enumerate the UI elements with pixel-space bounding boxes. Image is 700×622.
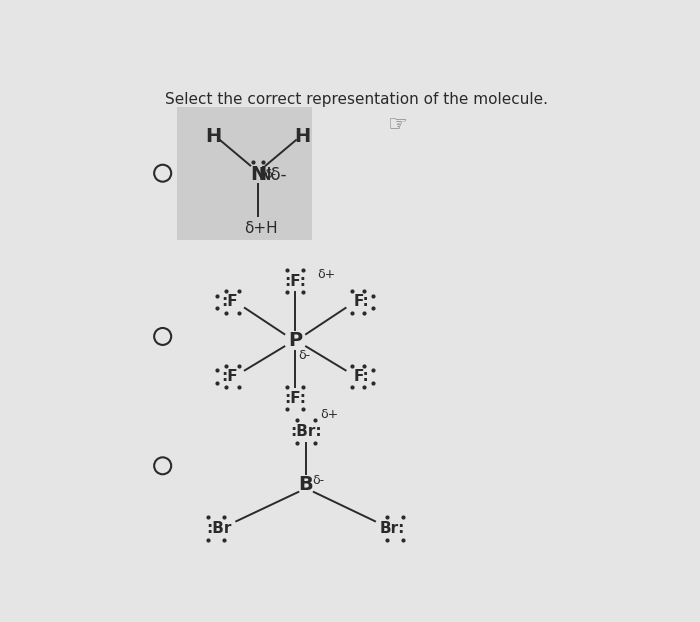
- Text: :Br: :Br: [206, 521, 232, 536]
- Text: :Br:: :Br:: [290, 424, 322, 439]
- Text: :F:: :F:: [284, 274, 306, 289]
- Text: F:: F:: [354, 369, 369, 384]
- Text: :F: :F: [221, 369, 237, 384]
- Text: δ-: δ-: [298, 349, 310, 362]
- Bar: [176, 107, 312, 240]
- Text: δ-: δ-: [312, 474, 324, 487]
- Text: N: N: [250, 165, 266, 184]
- Text: H: H: [206, 127, 222, 146]
- Text: B: B: [299, 475, 314, 494]
- Text: Nδ-: Nδ-: [258, 165, 286, 183]
- Text: δ+: δ+: [320, 409, 338, 422]
- Text: ☞: ☞: [388, 114, 407, 135]
- Text: H: H: [294, 127, 310, 146]
- Text: Select the correct representation of the molecule.: Select the correct representation of the…: [165, 91, 548, 106]
- Text: :F: :F: [221, 294, 237, 309]
- Text: :F:: :F:: [284, 391, 306, 406]
- Text: N: N: [258, 165, 270, 183]
- Text: δ+: δ+: [317, 268, 335, 281]
- Text: Br:: Br:: [379, 521, 405, 536]
- Text: F:: F:: [354, 294, 369, 309]
- Text: δ+H: δ+H: [244, 221, 278, 236]
- Text: δ-: δ-: [264, 168, 276, 181]
- Text: P: P: [288, 331, 302, 350]
